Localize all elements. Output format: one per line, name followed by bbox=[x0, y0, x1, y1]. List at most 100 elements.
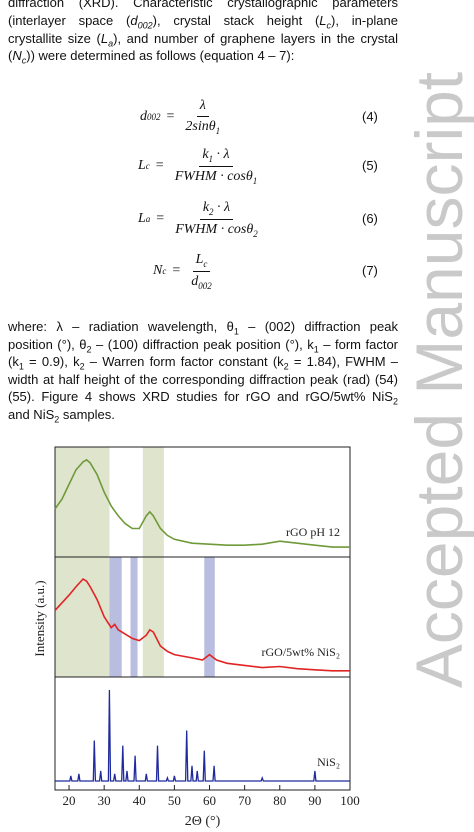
eq-sign: = bbox=[156, 211, 165, 227]
num-sub: 2 bbox=[209, 206, 214, 217]
equation: d 002 = λ 2sinθ1 (4) bbox=[0, 96, 474, 140]
blue-band bbox=[204, 557, 215, 677]
text-segment: ), crystal stack height ( bbox=[152, 13, 320, 28]
num: k bbox=[202, 147, 209, 162]
equation-number: (4) bbox=[362, 109, 378, 124]
text-segment: (interlayer space ( bbox=[8, 13, 131, 28]
text-segment: )) were determined as follows (equation … bbox=[26, 48, 295, 63]
eq-lhs: L bbox=[138, 211, 146, 227]
numerator: k2 · λ bbox=[199, 200, 234, 220]
blue-band bbox=[130, 557, 138, 677]
subscript: 2 bbox=[79, 361, 85, 372]
subscript: 2 bbox=[86, 344, 92, 355]
text-segment: – form factor bbox=[318, 337, 398, 352]
text-segment: where: λ – radiation wavelength, θ bbox=[8, 319, 234, 334]
text-line: (interlayer space (d002), crystal stack … bbox=[8, 12, 398, 35]
watermark: Accepted Manuscript bbox=[402, 72, 474, 688]
num-rest: · λ bbox=[213, 147, 230, 162]
x-tick-label: 50 bbox=[168, 793, 181, 808]
text-segment: width at half height of the correspondin… bbox=[8, 372, 398, 387]
den: d bbox=[191, 273, 199, 289]
subscript: 1 bbox=[313, 344, 319, 355]
equation-body: d 002 = λ 2sinθ1 bbox=[140, 98, 223, 136]
x-tick-label: 70 bbox=[238, 793, 251, 808]
x-tick-label: 100 bbox=[340, 793, 360, 808]
numerator: Lc bbox=[192, 252, 211, 272]
den-sub: 002 bbox=[198, 280, 212, 291]
eq-lhs-sub: c bbox=[145, 161, 150, 172]
den: FWHM · cosθ bbox=[174, 168, 253, 184]
equation-number: (6) bbox=[362, 211, 378, 226]
num-sub: c bbox=[203, 258, 208, 269]
text-segment: ), and number of graphene layers in the … bbox=[113, 31, 398, 46]
x-tick-label: 90 bbox=[308, 793, 321, 808]
text-segment: – (100) diffraction peak position (°), k bbox=[91, 337, 314, 352]
subscript: 2 bbox=[392, 396, 398, 407]
x-tick-label: 20 bbox=[63, 793, 76, 808]
text-line: crystallite size (La), and number of gra… bbox=[8, 30, 398, 53]
series-label: NiS₂ bbox=[317, 755, 340, 769]
text-segment: – (002) diffraction peak bbox=[238, 319, 398, 334]
eq-lhs-sub: 002 bbox=[147, 111, 161, 122]
equation-number: (7) bbox=[362, 263, 378, 278]
text-line: (55). Figure 4 shows XRD studies for rGO… bbox=[8, 388, 398, 411]
x-tick-label: 30 bbox=[98, 793, 111, 808]
num: k bbox=[202, 200, 210, 215]
math-sub: c bbox=[21, 55, 27, 66]
fraction: Lc d002 bbox=[188, 252, 215, 291]
text-segment: = 0.9), k bbox=[23, 354, 80, 369]
text-segment: = 1.84), FWHM – bbox=[288, 354, 398, 369]
den: FWHM · cosθ bbox=[175, 221, 254, 237]
x-tick-label: 80 bbox=[273, 793, 286, 808]
math-sub: 002 bbox=[137, 20, 153, 31]
eq-sign: = bbox=[166, 108, 175, 124]
fraction: k1 · λ FWHM · cosθ 1 bbox=[172, 147, 261, 186]
math-sub: a bbox=[108, 38, 114, 49]
equation-number: (5) bbox=[362, 158, 378, 173]
xrd-curve bbox=[54, 577, 350, 672]
subscript: 1 bbox=[18, 361, 24, 372]
eq-sign: = bbox=[172, 263, 181, 279]
math-var: d bbox=[130, 13, 138, 28]
text-line: position (°), θ2 – (100) diffraction pea… bbox=[8, 336, 398, 359]
num-rest: · λ bbox=[213, 200, 231, 215]
num: L bbox=[195, 252, 204, 267]
eq-lhs-sub: a bbox=[145, 214, 151, 225]
xrd-curve bbox=[55, 689, 350, 782]
subscript: 2 bbox=[54, 414, 60, 425]
text-segment: diffraction (XRD). Characteristic crysta… bbox=[8, 0, 398, 10]
text-line: width at half height of the correspondin… bbox=[8, 371, 398, 388]
x-tick-label: 40 bbox=[133, 793, 146, 808]
line-wrap: (interlayer space (d002), crystal stack … bbox=[8, 12, 398, 35]
text-line: (k1 = 0.9), k2 – Warren form factor cons… bbox=[8, 353, 398, 376]
eq-lhs: N bbox=[153, 263, 163, 279]
x-axis-label: 2Θ (°) bbox=[185, 814, 221, 829]
series-label: rGO/5wt% NiS₂ bbox=[261, 645, 340, 659]
num-sub: 1 bbox=[208, 153, 214, 164]
subscript: 2 bbox=[283, 361, 289, 372]
text-segment: and NiS bbox=[8, 407, 55, 422]
math-var: L bbox=[100, 31, 109, 46]
eq-lhs-sub: c bbox=[162, 266, 167, 277]
text-line: and NiS2 samples. bbox=[8, 406, 398, 429]
blue-band bbox=[109, 557, 122, 677]
den-sub: 1 bbox=[215, 125, 221, 136]
text-segment: – Warren form factor constant (k bbox=[84, 354, 284, 369]
numerator: k1 · λ bbox=[199, 147, 233, 167]
x-tick-label: 60 bbox=[203, 793, 216, 808]
num: λ bbox=[199, 98, 206, 113]
math-var: L bbox=[319, 13, 327, 28]
eq-lhs: d bbox=[140, 108, 147, 124]
math-sub: c bbox=[326, 20, 332, 31]
den: 2sinθ bbox=[185, 119, 216, 134]
plot-frame bbox=[54, 446, 351, 791]
text-segment: crystallite size ( bbox=[8, 31, 101, 46]
math-var: N bbox=[12, 48, 22, 63]
series-label: rGO pH 12 bbox=[286, 525, 340, 539]
